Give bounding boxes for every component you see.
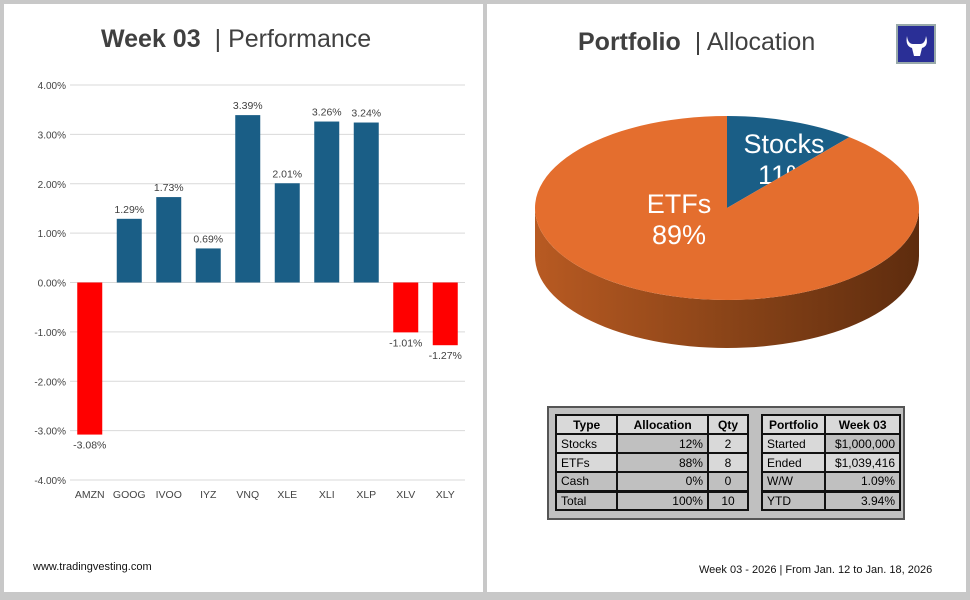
allocation-table: Type Allocation Qty Stocks 12% 2 ETFs 88% 8 Ca… xyxy=(554,414,750,511)
table-row-total: Total 100% 10 xyxy=(554,489,750,511)
allocation-title: Portfolio | Allocation xyxy=(578,28,816,56)
bar-ivoo xyxy=(156,197,182,283)
cell: ETFs xyxy=(554,452,619,473)
cell: Started xyxy=(760,433,827,454)
cell: Total xyxy=(554,489,619,511)
table-row: ETFs 88% 8 xyxy=(554,452,750,473)
y-tick-label: 3.00% xyxy=(38,130,66,141)
data-label: 1.29% xyxy=(114,204,144,216)
y-tick-label: -4.00% xyxy=(34,476,66,487)
bull-head-icon xyxy=(896,24,936,64)
x-tick-label: XLP xyxy=(356,489,376,501)
bar-xle xyxy=(274,183,300,283)
performance-bar-chart: 4.00% 3.00% 2.00% 1.00% 0.00% -1.00% -2.00% -3.… xyxy=(34,81,465,501)
data-label: -3.08% xyxy=(73,440,106,452)
x-tick-label: XLV xyxy=(396,489,415,501)
x-tick-label: AMZN xyxy=(75,489,105,501)
performance-panel: Week 03 | Performance 4.00% 3.00% 2.00% 1.00… xyxy=(4,4,483,592)
x-tick-label: IVOO xyxy=(156,489,182,501)
cell: 2 xyxy=(706,433,750,454)
bar-amzn xyxy=(77,282,103,435)
cell: 3.94% xyxy=(824,489,901,511)
bar-vnq xyxy=(235,115,261,283)
data-label: -1.27% xyxy=(429,350,462,362)
bar-xlv xyxy=(393,282,419,333)
data-label: 3.39% xyxy=(233,100,263,112)
cell: 10 xyxy=(706,489,750,511)
data-label: -1.01% xyxy=(389,337,422,349)
cell: 0 xyxy=(706,471,750,492)
data-label: 3.24% xyxy=(351,108,381,120)
data-label: 3.26% xyxy=(312,107,342,119)
x-tick-label: XLY xyxy=(436,489,455,501)
x-tick-label: GOOG xyxy=(113,489,146,501)
performance-title: Week 03 | Performance xyxy=(101,25,372,53)
y-tick-label: -2.00% xyxy=(34,377,66,388)
data-label: 0.69% xyxy=(193,233,223,245)
col-header: Portfolio xyxy=(760,414,827,435)
col-header: Type xyxy=(554,414,619,435)
website-link[interactable]: www.tradingvesting.com xyxy=(33,561,152,573)
table-row: Ended $1,039,416 xyxy=(760,452,901,473)
cell: $1,039,416 xyxy=(824,452,901,473)
cell: 100% xyxy=(616,489,709,511)
table-row: Cash 0% 0 xyxy=(554,471,750,492)
x-tick-label: XLI xyxy=(319,489,335,501)
summary-tables: Type Allocation Qty Stocks 12% 2 ETFs 88% 8 Ca… xyxy=(547,406,905,520)
pie-side xyxy=(535,208,919,348)
slice-name: ETFs xyxy=(647,189,712,219)
bar-xlp xyxy=(353,122,379,283)
cell: Stocks xyxy=(554,433,619,454)
col-header: Week 03 xyxy=(824,414,901,435)
bar-xli xyxy=(314,121,340,283)
cell: 8 xyxy=(706,452,750,473)
bar-goog xyxy=(116,218,142,283)
portfolio-table: Portfolio Week 03 Started $1,000,000 Ended… xyxy=(760,414,901,511)
y-tick-label: -3.00% xyxy=(34,427,66,438)
y-tick-label: 4.00% xyxy=(38,81,66,92)
cell: Ended xyxy=(760,452,827,473)
data-label: 2.01% xyxy=(272,168,302,180)
cell: YTD xyxy=(760,489,827,511)
slice-name: Stocks xyxy=(743,129,824,159)
x-tick-label: XLE xyxy=(277,489,297,501)
y-tick-label: 0.00% xyxy=(38,279,66,290)
pie-slice-etfs xyxy=(535,116,920,301)
bar-xly xyxy=(432,282,458,346)
table-row: Stocks 12% 2 xyxy=(554,433,750,454)
bar-iyz xyxy=(195,248,221,283)
cell: 88% xyxy=(616,452,709,473)
cell: 0% xyxy=(616,471,709,492)
cell: $1,000,000 xyxy=(824,433,901,454)
y-tick-label: -1.00% xyxy=(34,328,66,339)
x-tick-label: VNQ xyxy=(236,489,259,501)
pie-slice-stocks xyxy=(727,116,850,208)
table-row: YTD 3.94% xyxy=(760,489,901,511)
x-tick-label: IYZ xyxy=(200,489,217,501)
data-label: 1.73% xyxy=(154,182,184,194)
cell: Cash xyxy=(554,471,619,492)
period-label: Week 03 - 2026 | From Jan. 12 to Jan. 18… xyxy=(699,564,933,576)
col-header: Allocation xyxy=(616,414,709,435)
cell: W/W xyxy=(760,471,827,492)
col-header: Qty xyxy=(706,414,750,435)
y-tick-label: 1.00% xyxy=(38,229,66,240)
table-row: Started $1,000,000 xyxy=(760,433,901,454)
cell: 1.09% xyxy=(824,471,901,492)
slice-percent: 89% xyxy=(652,220,706,250)
y-tick-label: 2.00% xyxy=(38,180,66,191)
table-row: W/W 1.09% xyxy=(760,471,901,492)
cell: 12% xyxy=(616,433,709,454)
